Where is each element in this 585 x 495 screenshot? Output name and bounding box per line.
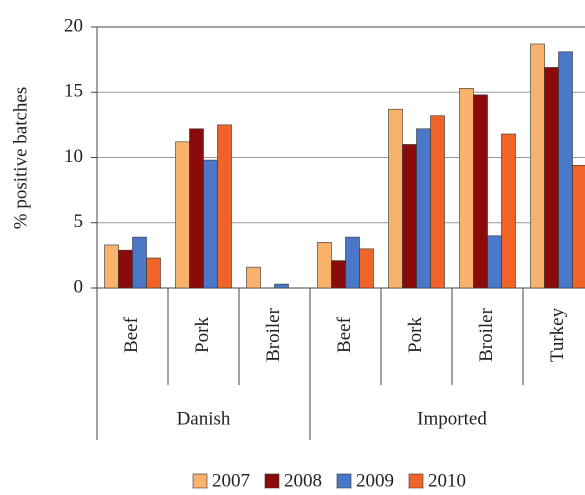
x-tick-label: Pork — [192, 317, 213, 353]
group-label: Danish — [177, 408, 231, 429]
x-tick-label: Beef — [121, 316, 142, 353]
y-tick-label: 0 — [74, 276, 84, 297]
bar — [530, 43, 545, 289]
bar — [558, 51, 573, 289]
bar — [118, 249, 133, 289]
bar — [473, 94, 488, 289]
bar — [104, 244, 119, 289]
y-tick-label: 20 — [64, 15, 83, 36]
bar — [217, 124, 232, 289]
y-tick-label: 15 — [64, 81, 83, 102]
legend-label: 2009 — [356, 470, 394, 491]
legend-swatch — [336, 473, 352, 489]
y-tick-label: 10 — [64, 146, 83, 167]
legend-swatch — [192, 473, 208, 489]
bar — [430, 115, 445, 289]
bar — [544, 67, 559, 289]
bar — [146, 257, 161, 289]
x-tick-label: Beef — [334, 316, 355, 353]
bar — [402, 144, 417, 289]
bar — [274, 283, 289, 289]
x-tick-label: Broiler — [476, 307, 497, 361]
bar — [487, 235, 502, 289]
legend-label: 2010 — [428, 470, 466, 491]
bar — [189, 128, 204, 289]
bar — [203, 159, 218, 289]
bar — [246, 266, 261, 289]
bar — [501, 133, 516, 289]
x-tick-label: Broiler — [263, 307, 284, 361]
bar — [331, 260, 346, 289]
bar — [175, 141, 190, 289]
bar — [459, 88, 474, 289]
y-axis-label: % positive batches — [10, 87, 31, 229]
bar — [345, 236, 360, 289]
y-tick-label: 5 — [74, 211, 84, 232]
legend-label: 2007 — [212, 470, 250, 491]
x-tick-label: Pork — [405, 317, 426, 353]
bar — [359, 248, 374, 289]
legend-label: 2008 — [284, 470, 322, 491]
x-tick-label: Turkey — [547, 307, 568, 362]
legend-swatch — [408, 473, 424, 489]
bar — [572, 165, 585, 289]
legend-swatch — [264, 473, 280, 489]
group-label: Imported — [417, 408, 487, 429]
bar — [132, 236, 147, 289]
bar — [317, 242, 332, 289]
bar — [388, 108, 403, 289]
bar — [416, 128, 431, 289]
